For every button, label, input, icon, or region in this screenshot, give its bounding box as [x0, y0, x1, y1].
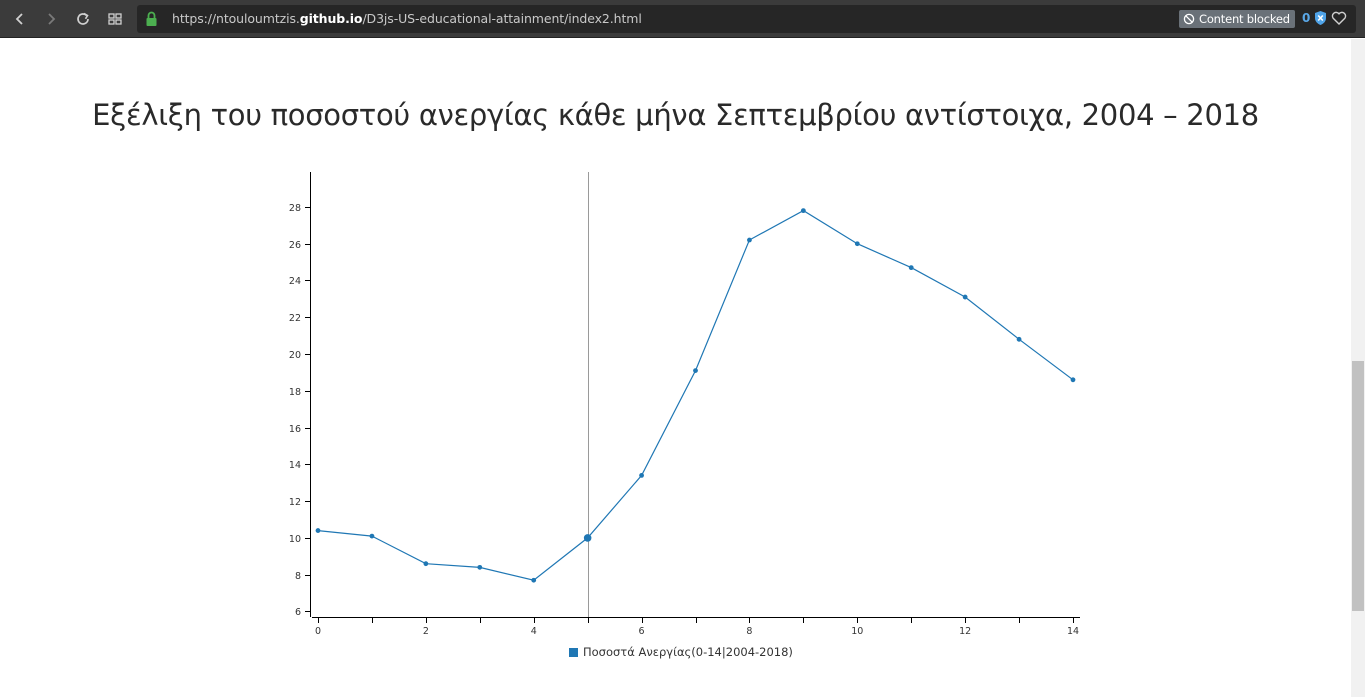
data-point: [423, 561, 429, 567]
browser-toolbar: https://ntouloumtzis.github.io/D3js-US-e…: [0, 0, 1365, 38]
series-line: [317, 209, 1074, 581]
reload-icon: [77, 12, 89, 25]
scrollbar-thumb[interactable]: [1352, 361, 1364, 611]
y-tick-label: 22: [289, 313, 301, 324]
content-blocked-label: Content blocked: [1199, 12, 1290, 26]
data-point: [477, 564, 483, 570]
highlighted-data-point: [583, 534, 592, 542]
y-tick-label: 6: [295, 607, 301, 618]
speed-dial-button[interactable]: [102, 6, 128, 32]
data-point: [908, 265, 914, 271]
y-tick-label: 18: [289, 387, 301, 398]
data-point: [1016, 336, 1022, 342]
data-point: [854, 241, 860, 247]
y-tick-label: 16: [289, 424, 301, 435]
y-tick-label: 8: [295, 571, 301, 582]
y-tick-label: 20: [289, 350, 301, 361]
address-bar[interactable]: https://ntouloumtzis.github.io/D3js-US-e…: [137, 5, 1356, 33]
x-tick-label: 4: [531, 626, 537, 637]
forward-button[interactable]: [38, 6, 64, 32]
url-path: /D3js-US-educational-attainment/index2.h…: [362, 11, 642, 26]
data-point: [800, 208, 806, 214]
y-tick-label: 12: [289, 497, 301, 508]
y-tick-label: 14: [289, 460, 301, 471]
url-text[interactable]: https://ntouloumtzis.github.io/D3js-US-e…: [172, 11, 642, 26]
data-point: [531, 577, 537, 583]
lock-icon: [146, 11, 157, 26]
data-point: [315, 528, 321, 533]
reload-button[interactable]: [70, 6, 96, 32]
x-tick-label: 0: [315, 626, 321, 637]
data-point: [693, 368, 698, 373]
blocked-count: 0: [1302, 11, 1311, 25]
y-tick-label: 24: [289, 276, 301, 287]
shield-icon[interactable]: [1314, 10, 1327, 26]
page-scrollbar[interactable]: [1351, 39, 1365, 697]
legend-label: Ποσοστά Ανεργίας(0-14|2004-2018): [583, 645, 793, 659]
data-point: [369, 533, 375, 539]
back-icon: [15, 13, 23, 25]
x-tick-label: 6: [639, 626, 645, 637]
chart-legend: Ποσοστά Ανεργίας(0-14|2004-2018): [569, 645, 793, 659]
block-icon: [1183, 13, 1195, 25]
speed-dial-icon: [108, 13, 122, 25]
forward-icon: [48, 13, 56, 25]
legend-swatch: [569, 647, 578, 657]
back-button[interactable]: [7, 6, 33, 32]
y-tick-label: 28: [289, 203, 301, 214]
content-blocked-badge[interactable]: Content blocked: [1179, 10, 1295, 28]
x-tick-label: 10: [851, 626, 863, 637]
data-point: [747, 237, 752, 243]
x-tick-label: 12: [959, 626, 971, 637]
page-title: Εξέλιξη του ποσοστού ανεργίας κάθε μήνα …: [92, 98, 1259, 132]
data-point: [1070, 377, 1076, 383]
y-tick-label: 26: [289, 240, 301, 251]
url-host: github.io: [299, 11, 363, 26]
x-tick-label: 2: [423, 626, 429, 637]
data-point: [962, 294, 968, 300]
url-prefix: https://ntouloumtzis.: [172, 11, 300, 26]
y-tick-label: 10: [289, 534, 301, 545]
data-point: [639, 473, 644, 478]
x-tick-label: 14: [1067, 626, 1079, 637]
x-tick-label: 8: [746, 626, 752, 637]
heart-icon[interactable]: [1331, 10, 1347, 26]
